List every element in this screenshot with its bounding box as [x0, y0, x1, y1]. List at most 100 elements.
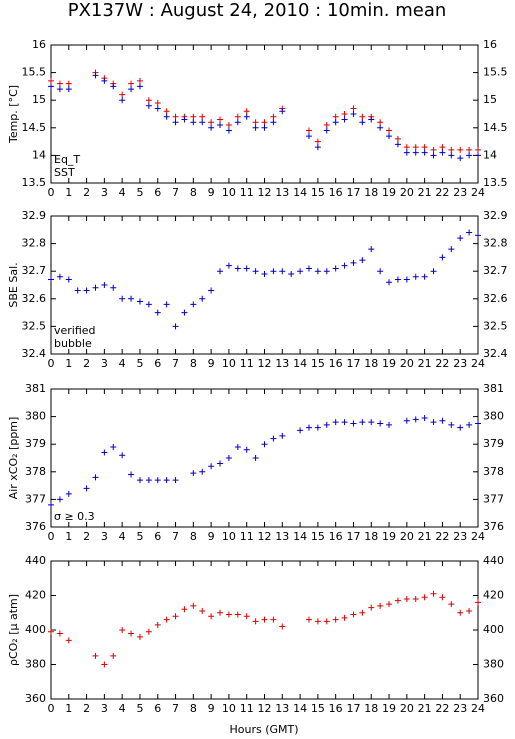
y-tick-label: 32.7 [22, 264, 47, 277]
x-tick-label: 1 [65, 530, 72, 543]
x-tick-label: 3 [101, 702, 108, 715]
y-tick-label-right: 32.8 [483, 237, 508, 250]
y-tick-label-right: 32.6 [483, 292, 508, 305]
y-tick-label-right: 400 [483, 623, 504, 636]
data-point [208, 124, 215, 131]
x-tick-label: 1 [65, 357, 72, 370]
y-tick-label: 32.8 [22, 237, 47, 250]
x-tick-label: 9 [208, 357, 215, 370]
data-point [332, 616, 339, 623]
data-point [92, 72, 99, 79]
data-point [448, 152, 455, 159]
x-tick-label: 18 [364, 702, 378, 715]
data-point [288, 270, 295, 277]
x-tick-label: 14 [293, 530, 307, 543]
data-point [261, 616, 268, 623]
data-point [439, 144, 446, 151]
data-point [128, 80, 135, 87]
data-point [92, 652, 99, 659]
data-point [225, 127, 232, 134]
data-point [56, 630, 63, 637]
data-point [475, 232, 481, 239]
y-tick-label-right: 380 [483, 410, 504, 423]
data-point [83, 287, 90, 294]
data-point [305, 133, 312, 140]
data-point [119, 452, 126, 459]
data-point [163, 301, 170, 308]
annotation: σ ≥ 0.3 [54, 510, 95, 523]
y-tick-label: 378 [25, 465, 46, 478]
data-point [466, 146, 473, 153]
y-tick-label-right: 32.9 [483, 209, 508, 222]
data-point [341, 614, 348, 621]
plot-frame [50, 388, 479, 528]
x-tick-label: 12 [258, 186, 272, 199]
data-point [297, 427, 304, 434]
data-point [314, 618, 321, 625]
data-point [208, 287, 215, 294]
data-point [252, 268, 259, 275]
data-point [412, 144, 419, 151]
x-tick-label: 3 [101, 530, 108, 543]
x-tick-label: 5 [136, 357, 143, 370]
x-tick-label: 21 [418, 530, 432, 543]
x-tick-label: 22 [435, 530, 449, 543]
x-tick-label: 7 [172, 357, 179, 370]
y-tick-label: 32.4 [22, 347, 47, 360]
x-tick-label: 2 [83, 357, 90, 370]
x-tick-label: 14 [293, 702, 307, 715]
y-tick-label: 380 [25, 658, 46, 671]
data-point [252, 124, 259, 131]
y-tick-label: 13.5 [22, 176, 47, 189]
annotation: bubble [54, 337, 92, 350]
y-tick-label-right: 379 [483, 437, 504, 450]
data-point [314, 268, 321, 275]
x-tick-label: 0 [48, 702, 55, 715]
y-tick-label: 32.9 [22, 209, 47, 222]
data-point [279, 108, 286, 115]
x-tick-label: 0 [48, 530, 55, 543]
x-tick-label: 6 [154, 702, 161, 715]
x-tick-label: 8 [190, 186, 197, 199]
data-point [217, 116, 224, 123]
x-tick-label: 18 [364, 186, 378, 199]
data-point [217, 460, 224, 467]
x-tick-label: 19 [382, 530, 396, 543]
x-tick-label: 7 [172, 702, 179, 715]
y-tick-label: 15.5 [22, 66, 47, 79]
data-point [386, 133, 393, 140]
data-point [261, 270, 268, 277]
data-point [412, 595, 419, 602]
data-point [421, 144, 428, 151]
data-point [439, 594, 446, 601]
y-tick-label: 380 [25, 410, 46, 423]
data-point [279, 432, 286, 439]
data-point [279, 623, 286, 630]
x-tick-label: 16 [329, 186, 343, 199]
data-point [323, 421, 330, 428]
data-point [128, 630, 135, 637]
data-point [270, 113, 277, 120]
x-tick-label: 0 [48, 357, 55, 370]
data-point [128, 471, 135, 478]
y-axis-label: ρCO₂ [μ atm] [7, 594, 20, 666]
x-tick-label: 12 [258, 357, 272, 370]
data-point [190, 602, 197, 609]
page-title: PX137W : August 24, 2010 : 10min. mean [68, 0, 447, 21]
data-point [56, 273, 63, 280]
data-point [119, 91, 126, 98]
data-point [332, 113, 339, 120]
data-point [332, 419, 339, 426]
x-tick-label: 23 [453, 357, 467, 370]
data-point [243, 613, 250, 620]
data-point [190, 470, 197, 477]
data-point [136, 77, 143, 84]
data-point [172, 613, 179, 620]
data-point [128, 86, 135, 93]
data-point [368, 419, 375, 426]
data-point [368, 604, 375, 611]
x-tick-label: 20 [400, 186, 414, 199]
x-tick-label: 1 [65, 186, 72, 199]
data-point [234, 113, 241, 120]
